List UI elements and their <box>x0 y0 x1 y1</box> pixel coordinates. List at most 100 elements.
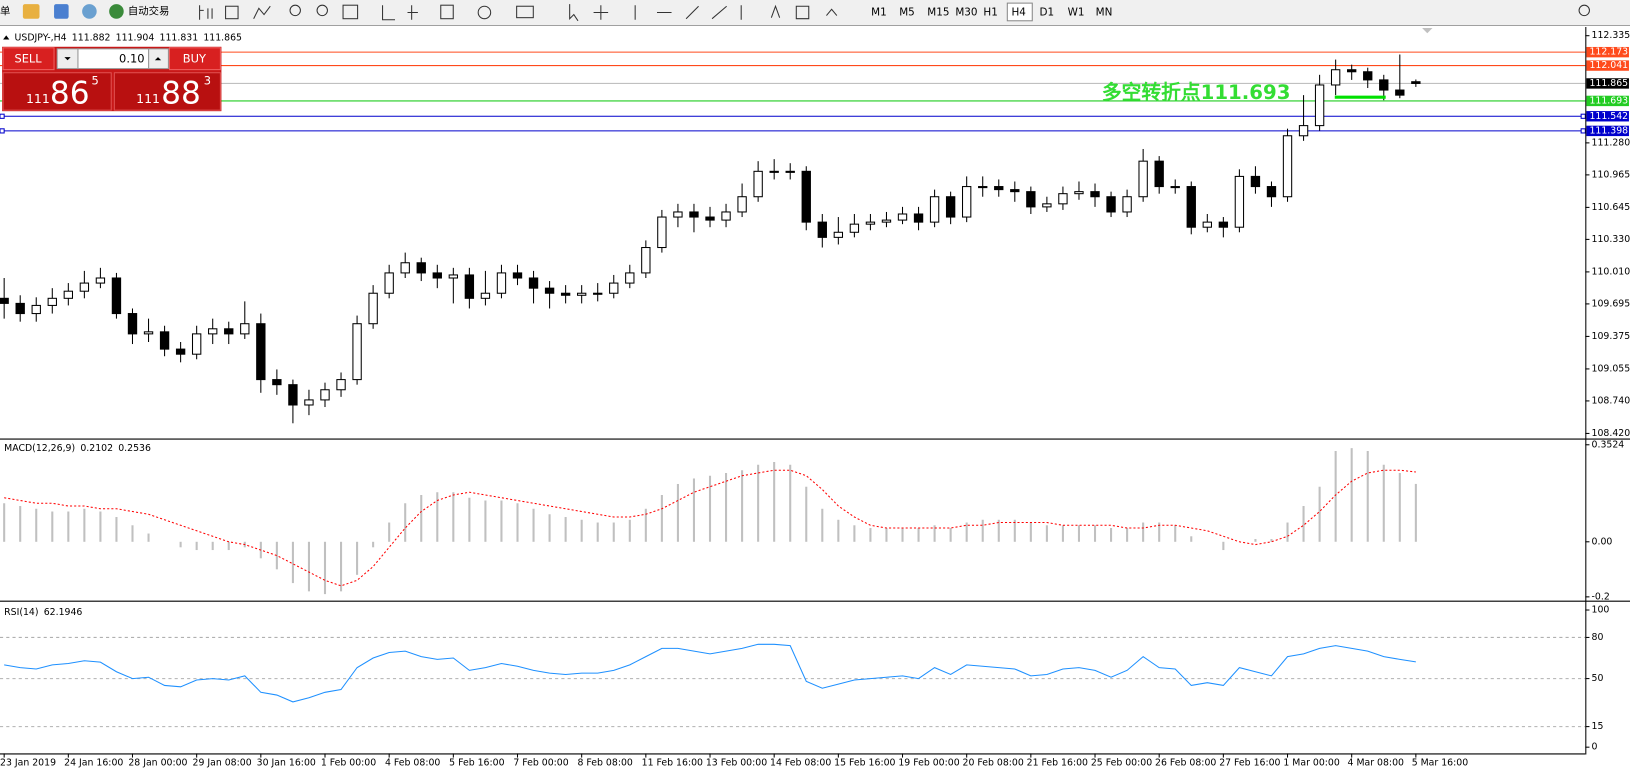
timeframe-button[interactable]: M15 <box>927 6 949 18</box>
candle-body <box>689 211 699 218</box>
candle-body <box>1042 203 1052 208</box>
ohlc-close: 111.865 <box>203 32 242 43</box>
candle-body <box>31 304 41 315</box>
y-tick-label: 0.3524 <box>1592 439 1625 450</box>
ask-box[interactable] <box>113 72 221 111</box>
candle-body <box>496 272 507 294</box>
x-tick-label: 24 Jan 16:00 <box>64 757 123 768</box>
candle-body <box>15 302 25 315</box>
sell-button[interactable] <box>2 47 55 71</box>
timeframe-button[interactable]: H1 <box>983 6 997 18</box>
icon[interactable] <box>440 4 454 20</box>
bid-label: 111.865 <box>1589 78 1628 89</box>
candle-body <box>256 323 266 381</box>
candle-body <box>1138 160 1148 198</box>
level-label-bg <box>1586 46 1629 58</box>
icon[interactable] <box>253 5 271 19</box>
candle-body <box>913 213 924 223</box>
buy-button[interactable] <box>168 47 221 71</box>
lots-value[interactable]: 0.10 <box>119 52 144 66</box>
candle-body <box>63 290 74 299</box>
level-label-bg <box>1586 95 1629 107</box>
y-tick-label: 50 <box>1592 673 1604 684</box>
timeframe-button[interactable]: D1 <box>1040 6 1055 18</box>
candle-body <box>1395 89 1405 96</box>
x-tick-label: 5 Mar 16:00 <box>1412 757 1469 768</box>
bid-pip[interactable]: 5 <box>91 74 98 88</box>
icon[interactable] <box>770 4 810 20</box>
icon[interactable] <box>225 5 239 20</box>
timeframe-button[interactable]: MN <box>1096 6 1113 18</box>
ohlc-high: 111.904 <box>116 32 155 43</box>
candle-body <box>1363 71 1373 81</box>
sell-label[interactable]: SELL <box>14 52 42 66</box>
icon[interactable] <box>82 4 97 19</box>
icon[interactable] <box>826 8 838 16</box>
icon[interactable] <box>477 5 492 20</box>
x-tick-label: 23 Jan 2019 <box>0 757 56 768</box>
icon[interactable] <box>289 4 301 17</box>
timeframe-button[interactable]: H4 <box>1011 6 1026 18</box>
candle-body <box>1026 191 1036 208</box>
level-label: 111.542 <box>1589 111 1628 122</box>
bid-big[interactable]: 86 <box>50 76 90 112</box>
candle-body <box>978 186 988 189</box>
icon[interactable] <box>382 5 418 21</box>
timeframe-button[interactable]: W1 <box>1068 6 1085 18</box>
icon[interactable] <box>342 4 359 20</box>
candle-body <box>1298 125 1309 137</box>
annotation[interactable]: 多空转折点111.693 <box>1102 81 1291 104</box>
candle-body <box>1250 175 1261 188</box>
timeframe-button[interactable]: M5 <box>899 6 915 18</box>
icon[interactable] <box>516 5 534 19</box>
bid-prefix[interactable]: 111 <box>26 91 50 106</box>
handle <box>1580 113 1586 119</box>
toolbar-icons <box>199 4 1590 22</box>
macd-header: MACD(12,26,9) 0.2102 0.2536 <box>4 442 151 453</box>
candle-body <box>111 277 122 315</box>
collapse-icon[interactable] <box>3 35 10 40</box>
signal-value: 0.2536 <box>118 442 151 453</box>
icon[interactable] <box>22 4 40 19</box>
x-tick-label: 13 Feb 00:00 <box>706 757 767 768</box>
search-icon[interactable] <box>1578 4 1590 17</box>
icon[interactable] <box>569 4 579 22</box>
candle-body <box>705 216 715 221</box>
candle-body <box>881 219 892 223</box>
candle-body <box>1106 196 1116 213</box>
candle-body <box>464 274 475 299</box>
x-tick-label: 30 Jan 16:00 <box>257 757 316 768</box>
candle-body <box>769 170 779 173</box>
x-tick-label: 1 Feb 00:00 <box>321 757 376 768</box>
candle-body <box>1314 84 1325 127</box>
menu-text[interactable]: 单 <box>0 5 10 17</box>
buy-label[interactable]: BUY <box>183 52 206 66</box>
ask-prefix[interactable]: 111 <box>136 91 160 106</box>
icon[interactable] <box>316 4 328 17</box>
icon[interactable] <box>199 5 213 20</box>
timeframe-button[interactable]: M1 <box>871 6 887 18</box>
level-label-bg <box>1586 125 1629 137</box>
ask-pip[interactable]: 3 <box>204 74 211 88</box>
ask-big[interactable]: 88 <box>161 76 201 112</box>
candle-body <box>849 223 860 233</box>
y-tick-label: 0 <box>1592 742 1598 753</box>
auto-trade-icon[interactable] <box>109 4 124 19</box>
icon[interactable] <box>593 5 742 20</box>
icon[interactable] <box>54 4 69 19</box>
candle-body <box>304 399 314 406</box>
y-tick-label: 0.00 <box>1592 536 1613 547</box>
auto-trade-button[interactable]: 自动交易 <box>128 4 170 17</box>
x-tick-label: 19 Feb 00:00 <box>898 757 959 768</box>
candle-body <box>288 384 298 406</box>
candle-body <box>865 221 876 225</box>
candle-body <box>1347 69 1357 73</box>
y-tick-label: 109.375 <box>1592 331 1630 342</box>
candle-body <box>657 216 667 249</box>
bid-box[interactable] <box>2 72 112 111</box>
candle-body <box>336 379 346 391</box>
candle-body <box>560 292 571 296</box>
bid-label-bg <box>1586 78 1629 89</box>
candle-body <box>737 196 747 213</box>
timeframe-button[interactable]: M30 <box>955 6 977 18</box>
